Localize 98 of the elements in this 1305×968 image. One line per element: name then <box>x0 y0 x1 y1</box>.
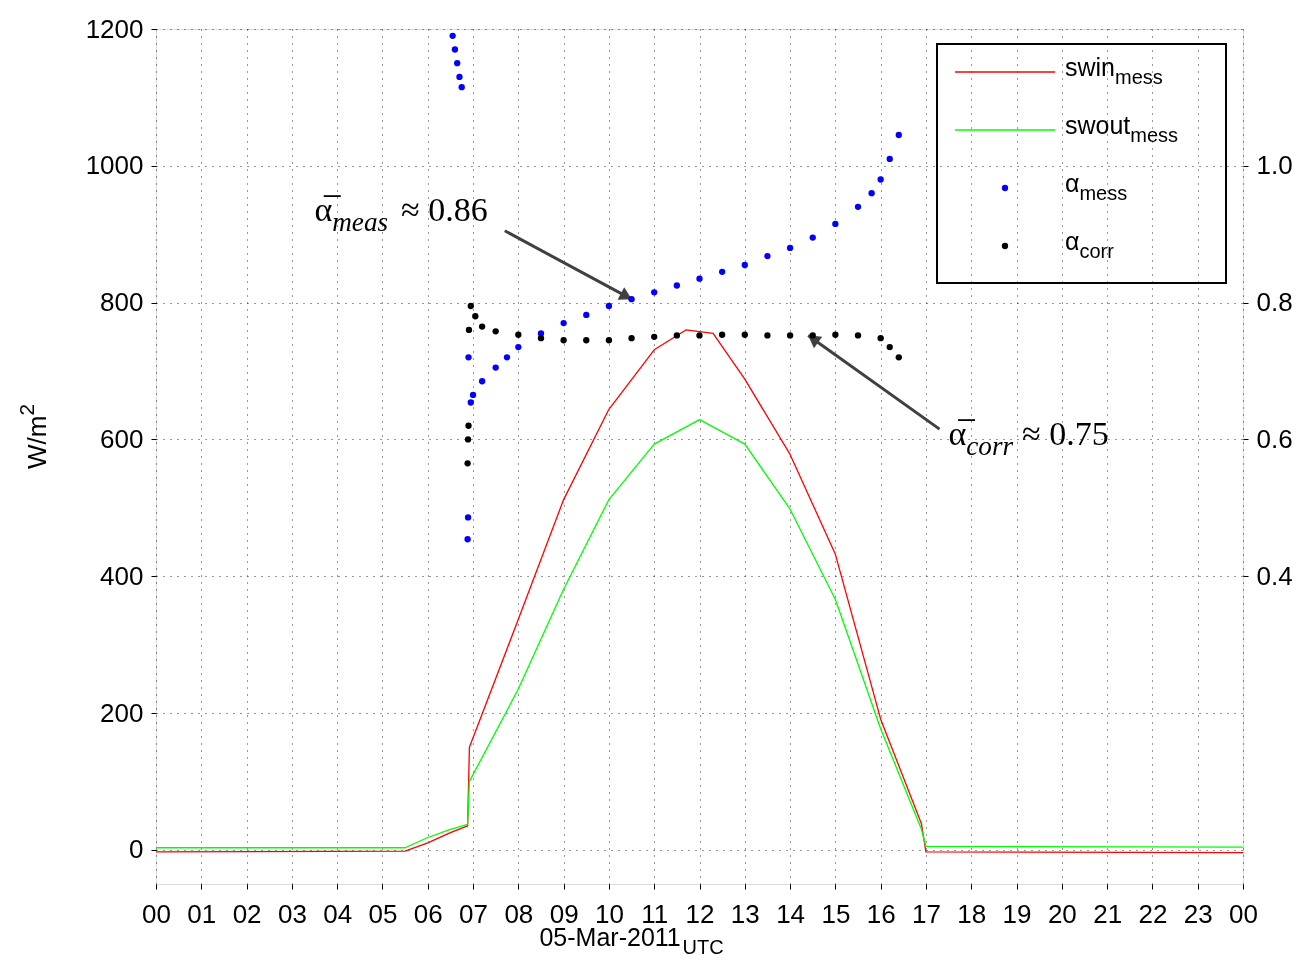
point <box>465 354 472 361</box>
x-tick-label: 03 <box>277 898 307 929</box>
point <box>464 536 471 543</box>
point <box>458 83 465 91</box>
point <box>628 296 635 303</box>
x-tick-label: 08 <box>504 898 534 929</box>
x-tick-label: 21 <box>1093 898 1123 929</box>
point <box>877 335 884 342</box>
point <box>464 460 471 467</box>
point <box>886 155 893 163</box>
point <box>764 332 771 339</box>
point <box>583 337 590 344</box>
point <box>515 331 522 338</box>
point <box>832 220 839 228</box>
line-series <box>156 329 1243 854</box>
x-tick-label: 05 <box>368 898 398 929</box>
point <box>786 244 794 252</box>
y-tick-label: 200 <box>100 697 144 728</box>
point <box>718 268 726 275</box>
line-series <box>156 418 1243 849</box>
point <box>560 319 567 327</box>
point <box>673 332 681 339</box>
x-tick-label: 14 <box>776 898 806 929</box>
y2-tick-label: 0.6 <box>1256 423 1293 454</box>
point <box>809 234 816 241</box>
y-tick-label: 400 <box>100 560 144 591</box>
point <box>465 326 473 334</box>
point <box>877 176 884 183</box>
x-tick-label: 19 <box>1002 898 1032 929</box>
point <box>651 333 658 340</box>
x-tick-label: 04 <box>323 898 353 929</box>
y-tick-label: 600 <box>100 423 144 454</box>
point <box>583 311 590 319</box>
x-tick-label: 09 <box>549 898 579 929</box>
point <box>696 275 703 282</box>
y-axis-title: W/m2 <box>15 403 52 469</box>
point <box>503 354 511 361</box>
point <box>464 514 472 521</box>
y-tick-label: 800 <box>100 287 144 318</box>
x-tick-label: 15 <box>821 898 851 929</box>
point <box>895 354 902 361</box>
y-tick-label: 1000 <box>85 150 144 181</box>
point <box>454 60 461 67</box>
point <box>605 337 613 344</box>
x-tick-label: 22 <box>1138 898 1168 929</box>
point <box>469 391 477 399</box>
point <box>651 289 658 296</box>
point <box>537 335 545 342</box>
x-tick-label: 11 <box>641 898 669 929</box>
x-tick-label: 20 <box>1047 898 1077 929</box>
point <box>809 332 816 339</box>
point <box>464 436 472 443</box>
point <box>628 335 635 342</box>
point <box>449 32 456 39</box>
x-tick-label: 12 <box>685 898 715 929</box>
point <box>456 73 463 81</box>
point <box>741 331 748 338</box>
x-tick-label: 00 <box>142 898 171 929</box>
point <box>451 46 459 53</box>
y2-tick-label: 0.4 <box>1256 560 1293 591</box>
point <box>886 343 893 351</box>
point <box>741 261 748 269</box>
x-tick-label: 00 <box>1229 898 1258 929</box>
x-tick-label: 07 <box>459 898 488 929</box>
point <box>895 131 902 139</box>
point <box>673 282 681 289</box>
point <box>478 378 486 385</box>
point <box>605 302 613 310</box>
x-tick-label: 17 <box>912 898 941 929</box>
point <box>492 328 499 335</box>
point <box>472 313 479 320</box>
y-tick-label: 0 <box>129 834 144 865</box>
point <box>467 399 474 406</box>
x-tick-label: 16 <box>866 898 896 929</box>
point <box>478 323 486 330</box>
point <box>492 364 499 371</box>
y2-tick-label: 1.0 <box>1256 150 1293 181</box>
x-tick-label: 13 <box>730 898 760 929</box>
x-tick-label: 18 <box>957 898 987 929</box>
point <box>786 332 794 339</box>
y2-tick-label: 0.8 <box>1256 287 1293 318</box>
x-tick-label: 10 <box>594 898 624 929</box>
point <box>718 331 726 338</box>
point <box>854 332 862 339</box>
point <box>560 337 567 344</box>
point <box>868 190 875 197</box>
point <box>465 422 472 429</box>
point <box>764 252 771 260</box>
x-tick-label: 23 <box>1183 898 1213 929</box>
x-tick-label: 06 <box>413 898 443 929</box>
point <box>515 343 522 351</box>
x-tick-label: 01 <box>187 898 217 929</box>
point <box>696 332 703 339</box>
y-tick-label: 1200 <box>85 13 144 44</box>
x-tick-label: 02 <box>232 898 262 929</box>
point <box>854 203 862 210</box>
point <box>467 302 474 310</box>
point <box>832 331 839 338</box>
